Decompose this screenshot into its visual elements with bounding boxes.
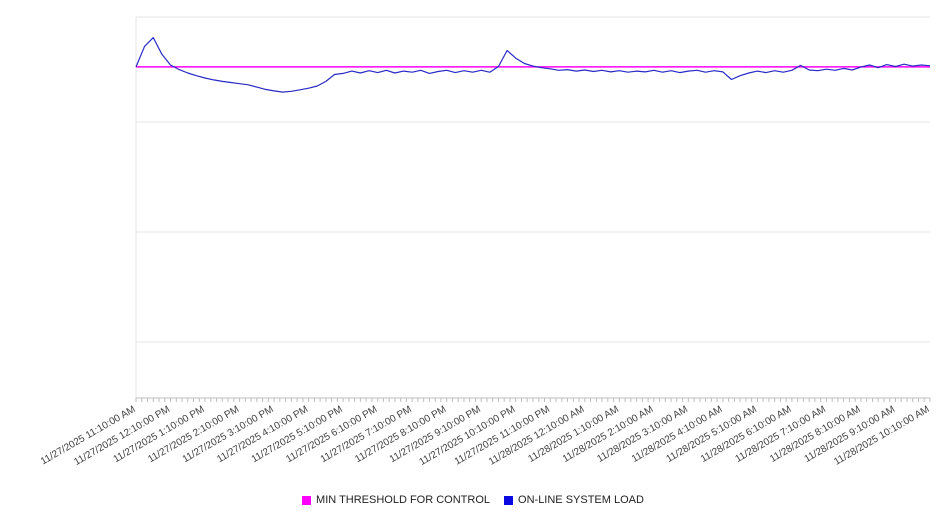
chart-legend: MIN THRESHOLD FOR CONTROL ON-LINE SYSTEM… — [0, 494, 946, 506]
legend-item-min-threshold[interactable]: MIN THRESHOLD FOR CONTROL — [302, 494, 490, 506]
legend-label-min-threshold: MIN THRESHOLD FOR CONTROL — [316, 494, 491, 506]
threshold-color-swatch — [302, 495, 312, 505]
legend-item-system-load[interactable]: ON-LINE SYSTEM LOAD — [504, 494, 644, 506]
system-load-chart: 11/27/2025 11:10:00 AM 11/27/2025 12:10:0… — [39, 16, 932, 468]
system-load-line — [135, 36, 931, 93]
load-color-swatch — [504, 495, 514, 505]
legend-label-system-load: ON-LINE SYSTEM LOAD — [518, 494, 644, 506]
